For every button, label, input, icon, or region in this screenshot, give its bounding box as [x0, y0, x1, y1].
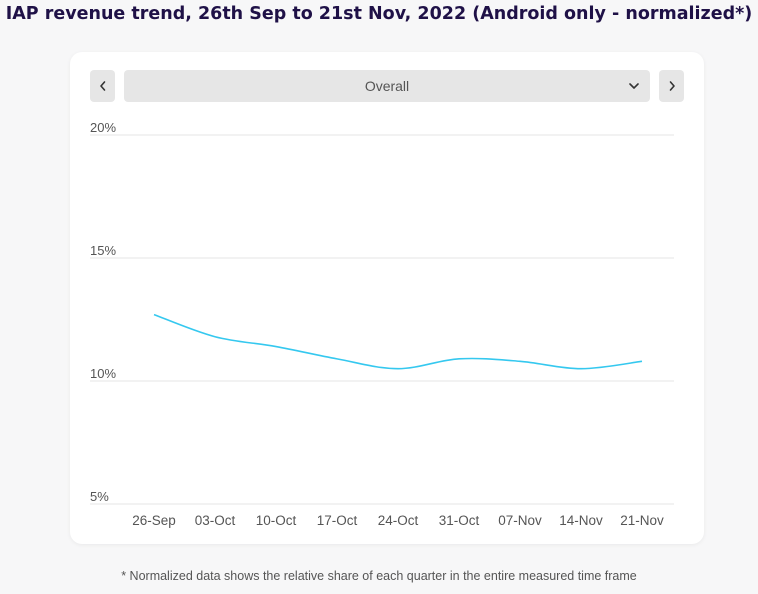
data-point	[153, 314, 155, 316]
dropdown-selected-label: Overall	[364, 78, 410, 94]
next-button[interactable]	[659, 70, 684, 102]
chevron-left-icon	[99, 81, 105, 91]
x-tick-label: 10-Oct	[256, 513, 297, 528]
chart-card: Overall 5% 10% 15% 20% 26-Sep 03-Oct 10-Oct 17-…	[70, 52, 704, 544]
data-point	[275, 346, 277, 348]
x-tick-label: 31-Oct	[439, 513, 480, 528]
x-tick-label: 17-Oct	[317, 513, 358, 528]
y-tick-label: 5%	[90, 489, 109, 504]
data-point	[397, 368, 399, 370]
data-point	[214, 336, 216, 338]
data-point	[458, 358, 460, 360]
segment-dropdown[interactable]: Overall	[124, 70, 650, 102]
x-tick-label: 14-Nov	[559, 513, 603, 528]
x-tick-label: 07-Nov	[498, 513, 542, 528]
page-title: IAP revenue trend, 26th Sep to 21st Nov,…	[5, 4, 753, 24]
x-tick-label: 26-Sep	[132, 513, 176, 528]
data-point	[580, 368, 582, 370]
chevron-right-icon	[669, 81, 675, 91]
y-tick-label: 10%	[90, 366, 116, 381]
data-point	[641, 361, 643, 363]
y-tick-label: 20%	[90, 120, 116, 135]
x-tick-label: 24-Oct	[378, 513, 419, 528]
x-tick-label: 21-Nov	[620, 513, 664, 528]
chevron-down-icon	[629, 83, 639, 89]
line-chart: 5% 10% 15% 20% 26-Sep 03-Oct 10-Oct 17-Oct 24-Oc…	[90, 120, 674, 528]
data-point	[336, 358, 338, 360]
footnote: * Normalized data shows the relative sha…	[121, 569, 637, 583]
series-line	[153, 313, 643, 370]
data-point	[519, 361, 521, 363]
y-tick-label: 15%	[90, 243, 116, 258]
x-tick-label: 03-Oct	[195, 513, 236, 528]
previous-button[interactable]	[90, 70, 115, 102]
